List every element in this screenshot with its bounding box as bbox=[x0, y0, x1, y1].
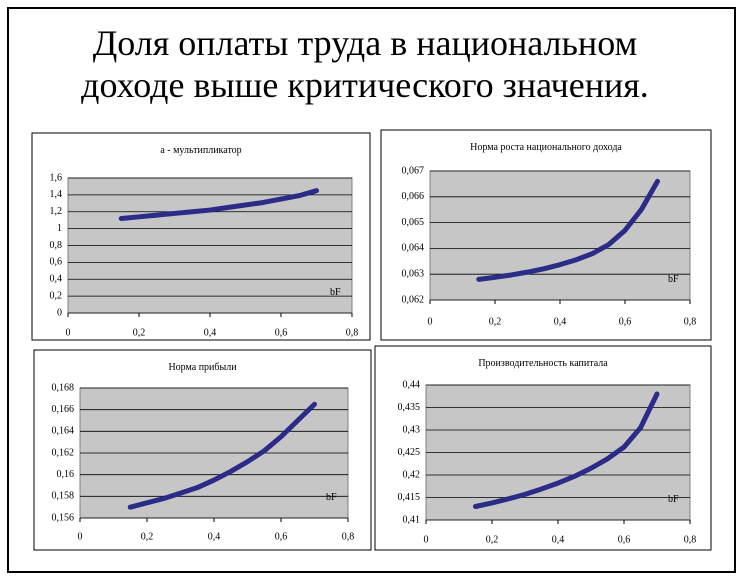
y-tick-label: 0,415 bbox=[398, 492, 421, 503]
data-line bbox=[118, 188, 319, 221]
y-tick-label: 0,168 bbox=[52, 382, 75, 393]
y-tick-label: 0,44 bbox=[403, 379, 421, 390]
slide-title: Доля оплаты труда в национальном bbox=[93, 23, 638, 63]
x-tick-label: 0,2 bbox=[486, 534, 499, 545]
y-tick-label: 0,6 bbox=[50, 257, 63, 268]
x-tick-label: 0,8 bbox=[342, 531, 355, 542]
y-tick-label: 0,067 bbox=[402, 165, 425, 176]
y-tick-label: 0,164 bbox=[52, 426, 75, 437]
annotation: bF bbox=[668, 494, 679, 505]
slide-title: доходе выше критического значения. bbox=[81, 65, 649, 105]
x-tick-label: 0,8 bbox=[684, 316, 697, 327]
data-line bbox=[127, 401, 317, 510]
x-tick-label: 0 bbox=[66, 327, 71, 338]
x-tick-label: 0,2 bbox=[141, 531, 154, 542]
x-tick-label: 0,4 bbox=[554, 316, 567, 327]
x-tick-label: 0,6 bbox=[275, 531, 288, 542]
y-tick-label: 0,162 bbox=[52, 447, 75, 458]
x-tick-label: 0,2 bbox=[133, 327, 146, 338]
plot-area bbox=[429, 170, 691, 301]
chart-title: а - мультипликатор bbox=[160, 145, 241, 156]
y-tick-label: 0,156 bbox=[52, 512, 75, 523]
annotation: bF bbox=[330, 287, 341, 298]
data-line bbox=[476, 178, 660, 282]
y-tick-label: 1 bbox=[57, 223, 62, 234]
y-tick-label: 0,063 bbox=[402, 268, 425, 279]
x-tick-label: 0,6 bbox=[618, 534, 631, 545]
x-tick-label: 0,4 bbox=[204, 327, 217, 338]
y-tick-label: 1,2 bbox=[50, 206, 63, 217]
y-tick-label: 1,6 bbox=[50, 172, 63, 183]
annotation: bF bbox=[668, 274, 679, 285]
y-tick-label: 0,166 bbox=[52, 404, 75, 415]
chart-title: Норма прибыли bbox=[168, 362, 237, 373]
y-tick-label: 0,064 bbox=[402, 243, 425, 254]
y-tick-label: 0,2 bbox=[50, 290, 63, 301]
x-tick-label: 0,6 bbox=[275, 327, 288, 338]
annotation: bF bbox=[326, 492, 337, 503]
y-tick-label: 0,8 bbox=[50, 240, 63, 251]
y-tick-label: 0,42 bbox=[403, 469, 421, 480]
x-tick-label: 0,8 bbox=[684, 534, 697, 545]
y-tick-label: 0,435 bbox=[398, 402, 421, 413]
chart-title: Норма роста национального дохода bbox=[470, 142, 622, 153]
y-tick-label: 0,4 bbox=[50, 274, 63, 285]
y-tick-label: 0,41 bbox=[403, 514, 421, 525]
x-tick-label: 0,8 bbox=[346, 327, 359, 338]
x-tick-label: 0,6 bbox=[619, 316, 632, 327]
y-tick-label: 0,065 bbox=[402, 217, 425, 228]
chart-title: Производительность капитала bbox=[478, 358, 608, 369]
y-tick-label: 0 bbox=[57, 307, 62, 318]
data-line bbox=[473, 391, 660, 509]
y-tick-label: 0,158 bbox=[52, 491, 75, 502]
x-tick-label: 0,2 bbox=[489, 316, 502, 327]
y-tick-label: 0,062 bbox=[402, 294, 425, 305]
y-tick-label: 0,425 bbox=[398, 447, 421, 458]
x-tick-label: 0 bbox=[428, 316, 433, 327]
y-tick-label: 0,16 bbox=[57, 469, 75, 480]
x-tick-label: 0,4 bbox=[208, 531, 221, 542]
x-tick-label: 0 bbox=[78, 531, 83, 542]
x-tick-label: 0 bbox=[424, 534, 429, 545]
y-tick-label: 0,43 bbox=[403, 424, 421, 435]
y-tick-label: 0,066 bbox=[402, 191, 425, 202]
x-tick-label: 0,4 bbox=[552, 534, 565, 545]
y-tick-label: 1,4 bbox=[50, 189, 63, 200]
